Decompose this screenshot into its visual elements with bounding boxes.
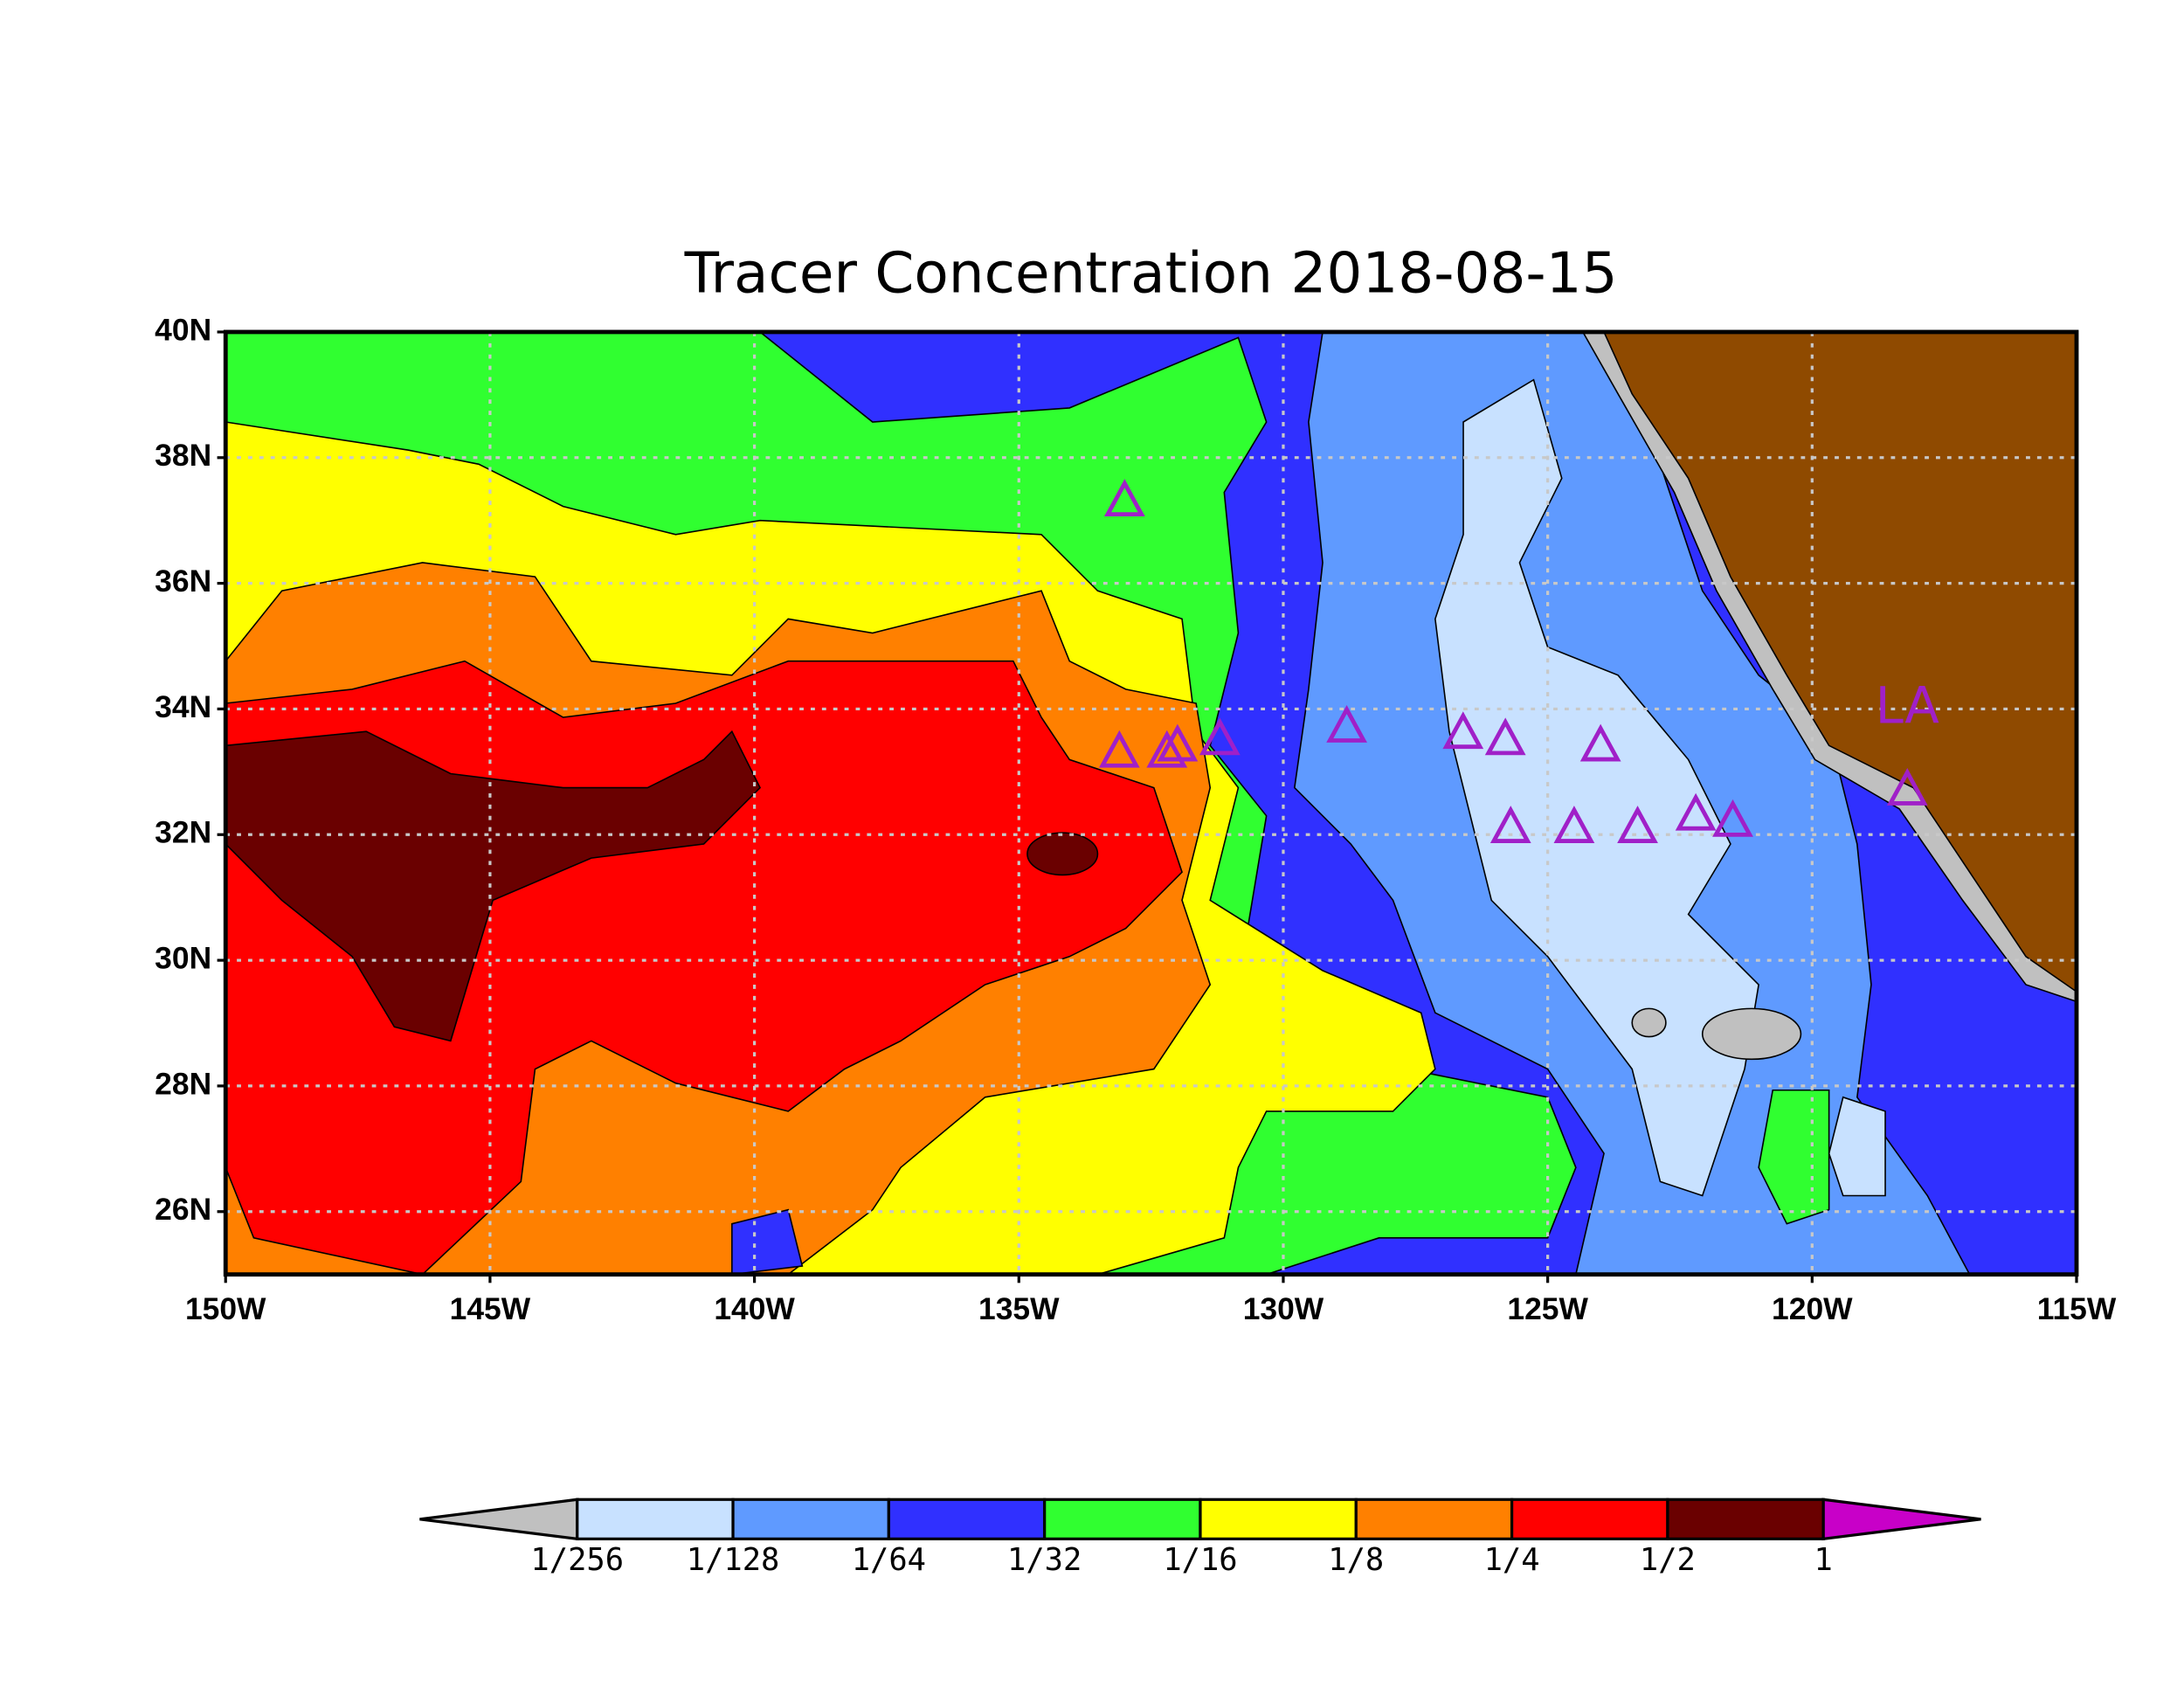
contour-field <box>225 331 2077 1275</box>
site-marker <box>1326 705 1367 743</box>
colorbar-label: 1/64 <box>852 1542 926 1578</box>
colorbar-end <box>1821 1498 1981 1541</box>
contour-band <box>1026 832 1099 876</box>
colorbar-box <box>1199 1498 1358 1540</box>
colorbar-end <box>419 1498 579 1541</box>
site-marker <box>1098 730 1140 768</box>
grid <box>217 330 2078 1283</box>
site-marker <box>1442 711 1484 750</box>
x-tick-label: 145W <box>450 1291 531 1326</box>
colorbar-label: 1 <box>1814 1542 1833 1578</box>
y-tick-label: 28N <box>155 1066 211 1101</box>
x-tick-label: 150W <box>185 1291 266 1326</box>
y-tick-label: 26N <box>155 1192 211 1227</box>
site-marker <box>1489 806 1531 843</box>
y-tick-label: 32N <box>155 815 211 850</box>
chart-title: Tracer Concentration 2018-08-15 <box>684 241 1618 307</box>
land <box>1603 331 2077 993</box>
colorbar-label: 1/32 <box>1007 1542 1082 1578</box>
y-tick-label: 40N <box>155 312 211 347</box>
colorbar-box <box>1510 1498 1669 1540</box>
x-tick-label: 120W <box>1772 1291 1853 1326</box>
contour-band <box>225 730 762 1042</box>
site-marker <box>1553 806 1595 843</box>
y-tick-label: 38N <box>155 438 211 473</box>
x-tick-label: 125W <box>1507 1291 1588 1326</box>
contour-band <box>1701 1007 1802 1061</box>
city-label: LA <box>1876 676 1940 736</box>
colorbar-box <box>1354 1498 1514 1540</box>
colorbar-box <box>576 1498 735 1540</box>
colorbar-label: 1/2 <box>1640 1542 1696 1578</box>
site-marker <box>1712 799 1753 837</box>
x-tick-label: 135W <box>978 1291 1060 1326</box>
site-marker <box>1146 730 1188 768</box>
y-tick-label: 30N <box>155 940 211 975</box>
colorbar-box <box>887 1498 1047 1540</box>
colorbar-label: 1/8 <box>1328 1542 1384 1578</box>
colorbar-box <box>731 1498 890 1540</box>
markers: LA <box>1098 479 1940 843</box>
site-marker <box>1617 806 1658 843</box>
colorbar-label: 1/256 <box>530 1542 624 1578</box>
site-marker <box>1579 723 1621 762</box>
site-marker <box>1675 792 1717 831</box>
colorbar: 1/256 1/128 1/64 1/32 1/16 1/8 1/4 1/2 1 <box>419 1498 1981 1578</box>
site-marker <box>1103 479 1145 517</box>
x-tick-label: 115W <box>2037 1291 2117 1326</box>
site-marker <box>1199 717 1241 756</box>
site-marker <box>1157 723 1199 762</box>
colorbar-label: 1/16 <box>1163 1542 1237 1578</box>
x-tick-label: 130W <box>1243 1291 1324 1326</box>
contour-band <box>1631 1007 1667 1038</box>
contour-band <box>1434 378 1760 1197</box>
y-tick-label: 36N <box>155 564 211 598</box>
y-tick-label: 34N <box>155 689 211 724</box>
colorbar-label: 1/4 <box>1484 1542 1540 1578</box>
x-tick-label: 140W <box>714 1291 795 1326</box>
site-marker <box>1886 767 1928 806</box>
contour-band <box>1828 1096 1886 1197</box>
contour-band <box>731 1208 804 1275</box>
colorbar-box <box>1666 1498 1825 1540</box>
colorbar-label: 1/128 <box>687 1542 780 1578</box>
colorbar-box <box>1043 1498 1202 1540</box>
map-frame <box>223 329 2079 1277</box>
site-marker <box>1484 717 1526 756</box>
